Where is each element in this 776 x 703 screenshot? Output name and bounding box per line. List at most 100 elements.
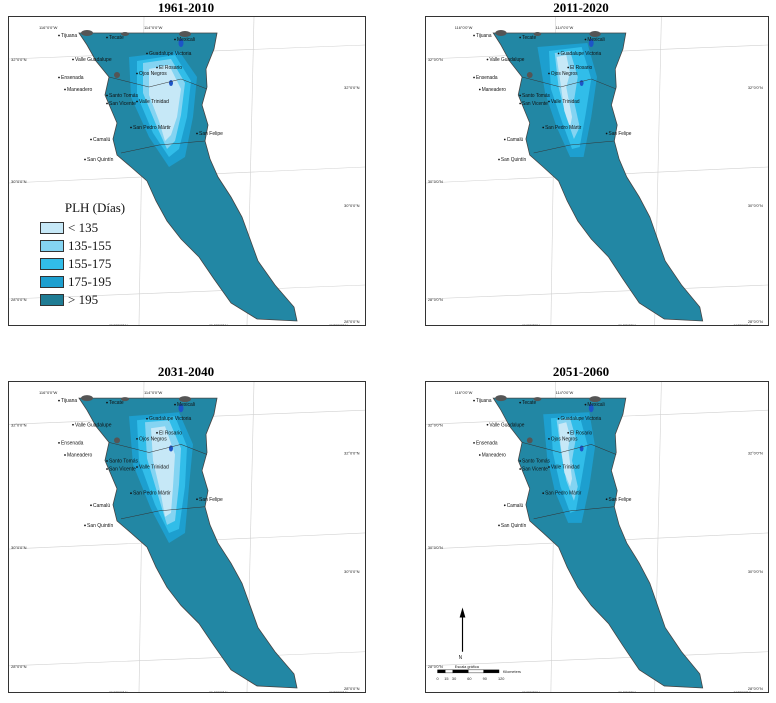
place-labels: Tijuana Tecate Mexicali Valle Guadalupe Guad… <box>58 398 223 529</box>
coordinate-label: 114°0'0"W <box>209 690 228 692</box>
place-marker <box>548 437 550 440</box>
coordinate-label: 32°0'0"N <box>344 85 360 90</box>
place-marker <box>174 403 176 406</box>
map-legend: PLH (Días) < 135 135-155 155-175 175-195… <box>40 200 150 309</box>
place-label: Santo Tomás <box>109 459 138 465</box>
water-body <box>588 404 594 413</box>
place-marker <box>106 94 108 97</box>
coordinate-labels: 116°0'0"W 114°0'0"W 116°0'0"W 114°0'0"W 112°… <box>428 25 763 325</box>
place-label: Ensenada <box>476 440 498 446</box>
place-label: Ensenada <box>61 75 84 81</box>
place-marker <box>196 132 198 135</box>
place-marker <box>478 88 481 91</box>
place-marker <box>567 431 570 434</box>
coordinate-label: 28°0'0"N <box>344 319 360 324</box>
place-marker <box>146 417 148 420</box>
place-label: Valle Trinidad <box>551 99 580 105</box>
place-marker <box>503 504 506 507</box>
legend-swatch <box>40 276 64 288</box>
place-label: El Rosario <box>570 430 592 436</box>
map-panel-2031-2040: 2031-2040 116°0'0"W 114°0'0"W 116°0'0"W 114… <box>0 364 372 703</box>
place-marker <box>519 36 522 39</box>
place-label: San Felipe <box>609 131 632 137</box>
map-frame: 116°0'0"W 114°0'0"W 116°0'0"W 114°0'0"W 112°… <box>8 16 366 326</box>
place-marker <box>557 417 560 420</box>
coordinate-label: 30°0'0"N <box>11 179 27 184</box>
urban-area <box>81 395 93 402</box>
place-label: Valle Trinidad <box>551 464 580 470</box>
place-marker <box>519 460 522 462</box>
north-label: N <box>459 655 463 661</box>
place-marker <box>478 454 481 456</box>
urban-area <box>533 397 542 402</box>
coordinate-label: 116°0'0"W <box>455 390 473 395</box>
place-label: Maneadero <box>67 452 92 458</box>
coordinate-label: 30°0'0"N <box>748 569 763 574</box>
coordinate-label: 116°0'0"W <box>39 390 58 395</box>
panel-title: 2051-2060 <box>552 364 610 379</box>
place-label: Guadalupe Victoria <box>560 416 601 422</box>
coordinate-label: 114°0'0"W <box>556 390 574 395</box>
legend-item: 135-155 <box>40 237 150 255</box>
scale-segment <box>445 669 454 674</box>
coordinate-label: 28°0'0"N <box>344 686 360 691</box>
place-label: Guadalupe Victoria <box>560 51 601 57</box>
municipal-border <box>108 76 208 90</box>
place-label: San Vicente <box>522 466 548 472</box>
urban-area <box>121 397 129 402</box>
place-label: Valle Guadalupe <box>75 422 112 428</box>
coordinate-label: 30°0'0"N <box>748 203 763 208</box>
place-label: San Pedro Mártir <box>133 125 171 131</box>
place-label: Maneadero <box>482 452 507 458</box>
place-label: Santo Tomás <box>522 93 550 99</box>
place-label: Valle Guadalupe <box>489 57 524 63</box>
scale-tick-label: 60 <box>467 676 472 681</box>
coordinate-label: 28°0'0"N <box>11 664 27 669</box>
coordinate-label: 30°0'0"N <box>344 569 360 574</box>
place-marker <box>130 126 132 129</box>
peninsula-shape <box>78 32 298 322</box>
scale-tick-label: 15 <box>444 676 449 681</box>
coordinate-labels: 116°0'0"W 114°0'0"W 116°0'0"W 114°0'0"W 112°… <box>11 390 360 692</box>
graticule-line <box>9 284 365 300</box>
place-marker <box>196 498 198 501</box>
peninsula-shape <box>78 397 298 689</box>
map-panel-1961-2010: 1961-2010 116°0'0"W 114°0'0"W 116°0'0"W 114… <box>0 0 372 340</box>
coordinate-label: 32°0'0"N <box>11 422 27 427</box>
place-label: San Felipe <box>199 497 223 503</box>
place-label: San Vicente <box>109 467 136 473</box>
place-marker <box>58 441 60 444</box>
legend-label: < 135 <box>68 220 99 235</box>
place-label: Tecate <box>522 400 536 406</box>
place-marker <box>106 460 108 462</box>
scale-segment <box>437 669 446 674</box>
place-label: Guadalupe Victoria <box>149 416 192 422</box>
place-label: Mexicali <box>587 402 604 408</box>
place-label: Tijuana <box>61 33 77 39</box>
coordinate-label: 112°0'0"W <box>733 323 751 325</box>
place-marker <box>473 34 475 37</box>
coordinate-label: 114°0'0"W <box>618 323 636 325</box>
place-marker <box>548 466 550 468</box>
place-marker <box>72 58 74 61</box>
map-frame: 116°0'0"W 114°0'0"W 116°0'0"W 114°0'0"W 112°… <box>8 381 366 693</box>
place-marker <box>542 492 545 495</box>
place-marker <box>106 102 108 105</box>
place-marker <box>486 423 489 426</box>
peninsula-shape <box>492 397 704 689</box>
place-label: Ensenada <box>476 75 498 81</box>
place-marker <box>519 94 522 97</box>
place-label: San Felipe <box>609 497 632 503</box>
scale-segment <box>483 669 500 674</box>
municipal-border <box>120 506 206 520</box>
urban-area <box>526 437 533 444</box>
place-label: Valle Trinidad <box>139 99 169 105</box>
coordinate-label: 116°0'0"W <box>109 690 128 692</box>
legend-label: 155-175 <box>68 256 112 271</box>
map-panel-2011-2020: 2011-2020 116°0'0"W 114°0'0"W 116°0'0"W 114… <box>395 0 769 340</box>
urban-area <box>589 396 601 403</box>
panel-title: 1961-2010 <box>157 0 215 15</box>
urban-area <box>121 32 129 36</box>
coordinate-label: 28°0'0"N <box>748 319 763 324</box>
place-label: Camalú <box>93 137 110 143</box>
